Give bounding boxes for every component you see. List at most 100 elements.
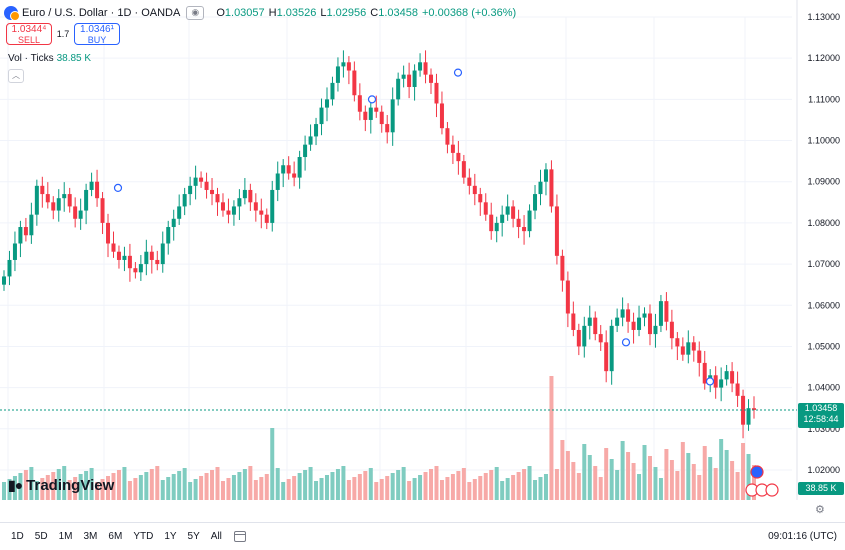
volume-bar bbox=[385, 476, 390, 500]
candle-body bbox=[220, 202, 225, 211]
calendar-icon[interactable] bbox=[233, 531, 246, 542]
range-5d-button[interactable]: 5D bbox=[34, 531, 48, 542]
candle-body bbox=[45, 194, 50, 203]
volume-bar bbox=[571, 462, 576, 500]
candle-body bbox=[122, 255, 127, 260]
candle-body bbox=[100, 198, 105, 223]
candle-body bbox=[330, 82, 335, 100]
range-1y-button[interactable]: 1Y bbox=[164, 531, 177, 542]
eye-icon[interactable]: ◉ bbox=[186, 6, 205, 20]
candle-body bbox=[396, 78, 401, 100]
volume-bar bbox=[149, 469, 154, 500]
candle-body bbox=[253, 202, 258, 211]
range-6m-button[interactable]: 6M bbox=[108, 531, 123, 542]
candle-body bbox=[67, 194, 72, 207]
candle-body bbox=[379, 111, 384, 125]
gear-icon[interactable]: ⚙ bbox=[815, 504, 825, 516]
volume-bar bbox=[604, 448, 609, 500]
volume-bar bbox=[286, 479, 291, 500]
open-value: 1.03057 bbox=[224, 7, 265, 19]
volume-bar bbox=[193, 479, 198, 500]
volume-bar bbox=[171, 474, 176, 500]
price-tick-label: 1.04000 bbox=[807, 383, 840, 393]
volume-bar bbox=[620, 441, 625, 500]
range-5y-button[interactable]: 5Y bbox=[187, 531, 200, 542]
candle-body bbox=[270, 189, 275, 223]
volume-bar bbox=[615, 470, 620, 500]
range-ytd-button[interactable]: YTD bbox=[133, 531, 154, 542]
price-tick-label: 1.03000 bbox=[807, 424, 840, 434]
candle-body bbox=[133, 268, 138, 273]
volume-bar bbox=[12, 476, 17, 500]
candle-body bbox=[752, 408, 756, 410]
volume-bar bbox=[752, 465, 756, 500]
range-all-button[interactable]: All bbox=[210, 531, 222, 542]
volume-bar bbox=[423, 472, 428, 500]
candle-body bbox=[647, 313, 652, 335]
candle-body bbox=[275, 173, 280, 190]
legend-header: Euro / U.S. Dollar · 1D · OANDA ◉ O 1.030… bbox=[4, 4, 516, 22]
candle-body bbox=[231, 206, 236, 215]
volume-bar bbox=[89, 468, 94, 500]
candle-body bbox=[467, 177, 472, 186]
volume-bar bbox=[390, 473, 395, 500]
symbol-title[interactable]: Euro / U.S. Dollar · 1D · OANDA bbox=[22, 7, 181, 19]
candle-body bbox=[472, 185, 477, 195]
volume-bar bbox=[445, 477, 450, 500]
collapse-legend-icon[interactable]: ︿ bbox=[8, 69, 24, 83]
volume-bar bbox=[472, 479, 477, 500]
range-3m-button[interactable]: 3M bbox=[83, 531, 98, 542]
volume-value: 38.85 K bbox=[56, 53, 92, 64]
buy-button[interactable]: 1.0346¹ BUY bbox=[74, 23, 120, 45]
candle-body bbox=[620, 309, 625, 318]
volume-bar bbox=[111, 473, 116, 500]
volume-bar bbox=[73, 477, 78, 500]
event-marker bbox=[705, 377, 715, 386]
last-price-tag: 1.03458 12:58:44 bbox=[798, 403, 844, 428]
candle-body bbox=[664, 301, 669, 322]
volume-bar bbox=[270, 428, 275, 500]
candle-body bbox=[374, 107, 379, 112]
candle-body bbox=[127, 255, 132, 269]
candle-body bbox=[576, 329, 581, 347]
candlestick-chart[interactable]: 1.02000 1.03000 1.04000 1.05000 1.06000 1.070… bbox=[0, 0, 845, 500]
candle-body bbox=[62, 194, 67, 199]
last-price: 1.03458 bbox=[804, 403, 838, 413]
volume-bar bbox=[62, 466, 67, 500]
candle-body bbox=[527, 210, 532, 232]
volume-legend[interactable]: Vol · Ticks 38.85 K bbox=[8, 53, 91, 64]
tradingview-logo[interactable]: ▮● TradingView bbox=[8, 477, 114, 494]
candle-body bbox=[658, 301, 663, 326]
candle-body bbox=[106, 222, 111, 244]
candle-body bbox=[439, 103, 444, 129]
volume-label: Vol · Ticks bbox=[8, 53, 54, 64]
volume-bar bbox=[500, 481, 505, 500]
volume-bar bbox=[363, 471, 368, 500]
candle-body bbox=[237, 198, 242, 207]
volume-bar bbox=[177, 471, 182, 500]
utc-clock[interactable]: 09:01:16 (UTC) bbox=[768, 531, 837, 542]
candle-body bbox=[702, 362, 707, 384]
candle-body bbox=[314, 124, 319, 137]
candle-body bbox=[680, 346, 685, 355]
volume-bar bbox=[719, 439, 724, 500]
volume-bar bbox=[533, 480, 538, 500]
volume-bar bbox=[264, 474, 269, 500]
candle-body bbox=[429, 74, 434, 83]
candle-body bbox=[522, 227, 527, 232]
event-marker bbox=[621, 338, 631, 347]
volume-bar bbox=[182, 468, 187, 500]
sell-button[interactable]: 1.0344⁴ SELL bbox=[6, 23, 52, 45]
candle-body bbox=[494, 222, 499, 232]
volume-bar bbox=[95, 482, 100, 500]
candle-body bbox=[95, 181, 100, 199]
chart-area[interactable]: 1.02000 1.03000 1.04000 1.05000 1.06000 1.070… bbox=[0, 0, 845, 500]
volume-bar bbox=[23, 470, 28, 500]
range-1d-button[interactable]: 1D bbox=[11, 531, 24, 542]
range-1m-button[interactable]: 1M bbox=[58, 531, 73, 542]
volume-bar bbox=[429, 469, 434, 500]
candle-body bbox=[199, 177, 204, 182]
volume-bar bbox=[352, 477, 357, 500]
price-tick-label: 1.10000 bbox=[807, 136, 840, 146]
candle-body bbox=[686, 342, 691, 355]
